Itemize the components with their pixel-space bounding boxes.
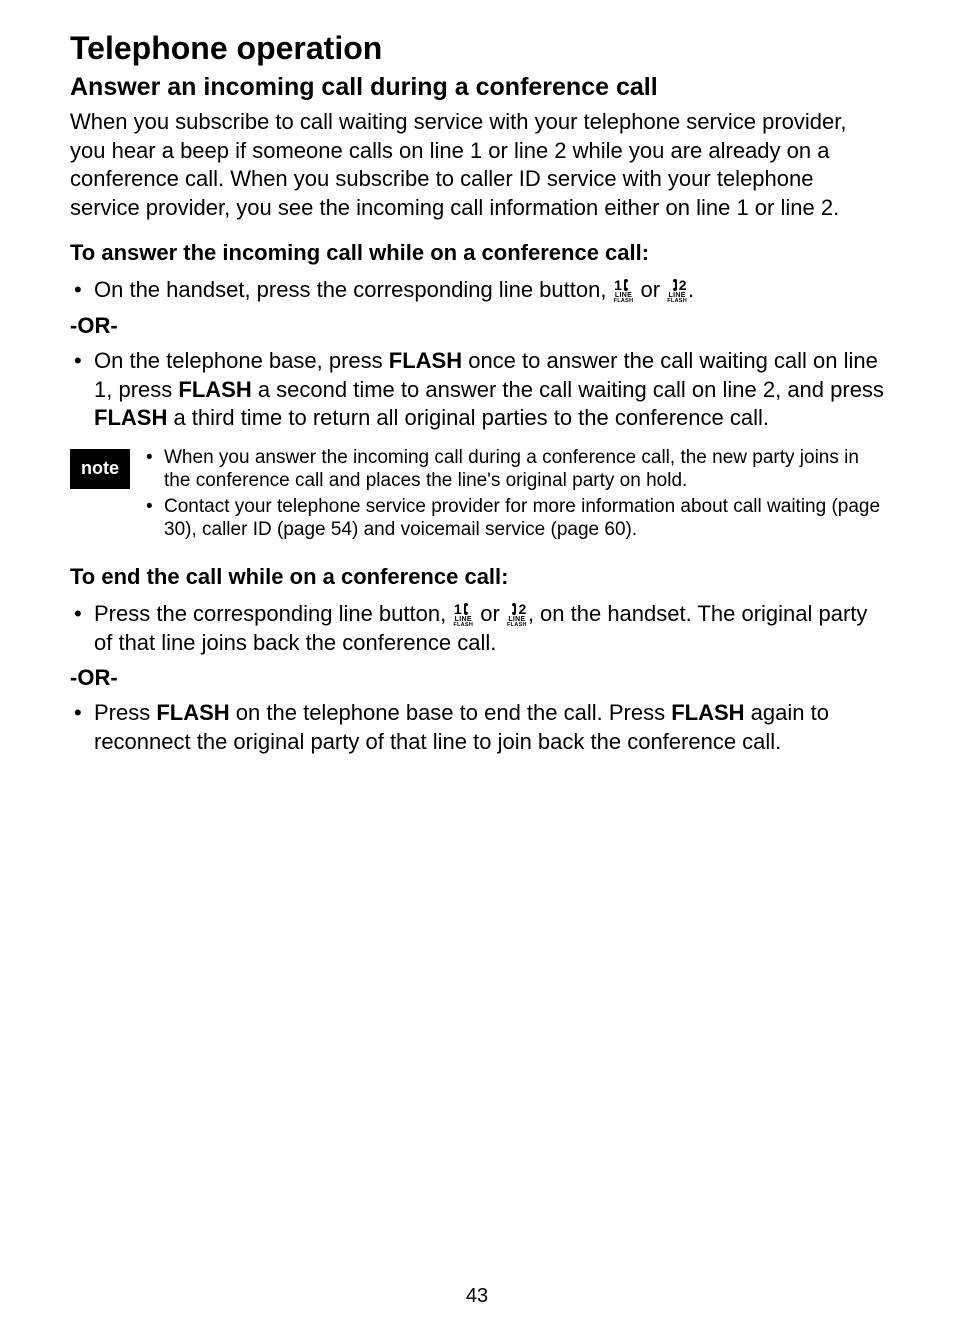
line2-icon: 2 LINE FLASH (507, 602, 527, 629)
line-number-1: 1 (614, 278, 622, 292)
list-item: When you answer the incoming call during… (144, 447, 884, 493)
page-number: 43 (0, 1285, 954, 1308)
list-item: On the handset, press the corresponding … (70, 276, 884, 305)
answer-bullet-list-1: On the handset, press the corresponding … (70, 276, 884, 305)
list-item: Contact your telephone service provider … (144, 496, 884, 542)
end-section-heading: To end the call while on a conference ca… (70, 564, 884, 590)
note-bullet-list: When you answer the incoming call during… (144, 447, 884, 546)
bullet-text: Press the corresponding line button, (94, 601, 452, 626)
line-number-1: 1 (454, 602, 462, 616)
list-item: Press FLASH on the telephone base to end… (70, 699, 884, 756)
or-separator: -OR- (70, 313, 884, 339)
flash-keyword: FLASH (389, 348, 462, 373)
line1-icon: 1 LINE FLASH (614, 278, 634, 305)
handset-icon (668, 278, 678, 292)
bullet-text: On the telephone base, press (94, 348, 389, 373)
bullet-text: Press (94, 700, 156, 725)
flash-sublabel: FLASH (667, 299, 687, 305)
line-number-2: 2 (679, 278, 687, 292)
intro-paragraph: When you subscribe to call waiting servi… (70, 108, 884, 222)
or-separator: -OR- (70, 665, 884, 691)
answer-bullet-list-2: On the telephone base, press FLASH once … (70, 347, 884, 433)
section-subtitle: Answer an incoming call during a confere… (70, 73, 884, 102)
handset-icon (623, 278, 633, 292)
answer-section-heading: To answer the incoming call while on a c… (70, 240, 884, 266)
line1-icon: 1 LINE FLASH (453, 602, 473, 629)
list-item: Press the corresponding line button, 1 L… (70, 600, 884, 657)
note-block: note When you answer the incoming call d… (70, 447, 884, 546)
note-badge: note (70, 449, 130, 489)
handset-icon (463, 602, 473, 616)
bullet-text: On the handset, press the corresponding … (94, 277, 613, 302)
page-title: Telephone operation (70, 30, 884, 67)
handset-icon (507, 602, 517, 616)
end-bullet-list-1: Press the corresponding line button, 1 L… (70, 600, 884, 657)
flash-sublabel: FLASH (507, 623, 527, 629)
document-page: Telephone operation Answer an incoming c… (0, 0, 954, 1336)
bullet-text: on the telephone base to end the call. P… (230, 700, 672, 725)
line2-icon: 2 LINE FLASH (667, 278, 687, 305)
flash-keyword: FLASH (671, 700, 744, 725)
flash-keyword: FLASH (156, 700, 229, 725)
bullet-text: or (634, 277, 666, 302)
bullet-text: a second time to answer the call waiting… (252, 377, 884, 402)
flash-keyword: FLASH (178, 377, 251, 402)
list-item: On the telephone base, press FLASH once … (70, 347, 884, 433)
bullet-text: a third time to return all original part… (167, 405, 769, 430)
bullet-text: or (474, 601, 506, 626)
flash-sublabel: FLASH (614, 299, 634, 305)
flash-keyword: FLASH (94, 405, 167, 430)
bullet-text: . (688, 277, 694, 302)
end-bullet-list-2: Press FLASH on the telephone base to end… (70, 699, 884, 756)
flash-sublabel: FLASH (453, 623, 473, 629)
line-number-2: 2 (518, 602, 526, 616)
